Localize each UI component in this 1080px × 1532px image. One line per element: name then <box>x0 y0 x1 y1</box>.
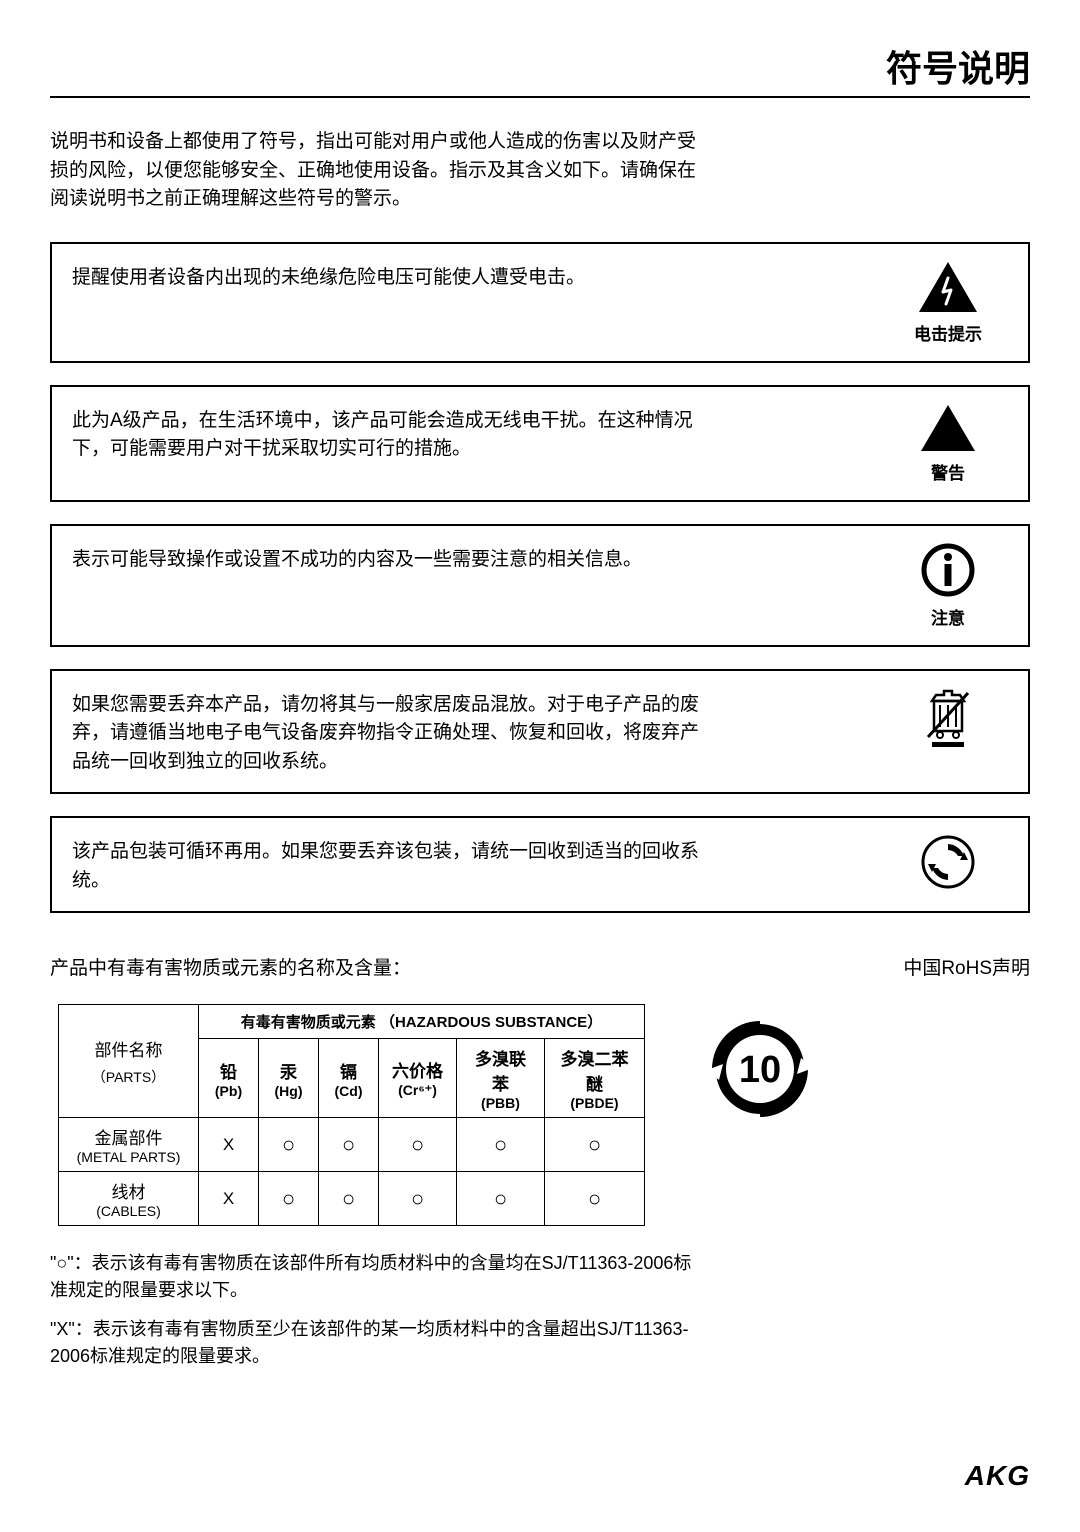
rohs-left-title: 产品中有毒有害物质或元素的名称及含量： <box>50 953 411 980</box>
rohs-10-icon: 10 <box>705 1014 815 1124</box>
table-row: 线材(CABLES) X ○ ○ ○ ○ ○ <box>59 1172 645 1226</box>
symbol-text: 该产品包装可循环再用。如果您要丢弃该包装，请统一回收到适当的回收系统。 <box>72 834 712 895</box>
rohs-cell: X <box>199 1118 259 1172</box>
symbol-box-shock: 提醒使用者设备内出现的未绝缘危险电压可能使人遭受电击。 电击提示 <box>50 242 1030 363</box>
symbol-label: 警告 <box>931 459 965 484</box>
symbol-label: 电击提示 <box>914 320 982 345</box>
page-header: 符号说明 <box>50 40 1030 98</box>
rohs-cell: ○ <box>259 1118 319 1172</box>
rohs-body: 部件名称 （PARTS） 有毒有害物质或元素 （HAZARDOUS SUBSTA… <box>50 1004 1030 1226</box>
rohs-col: 多溴二苯醚(PBDE) <box>545 1039 645 1118</box>
rohs-part-name: 金属部件(METAL PARTS) <box>59 1118 199 1172</box>
symbol-box-notice: 表示可能导致操作或设置不成功的内容及一些需要注意的相关信息。 注意 <box>50 524 1030 647</box>
rohs-col: 多溴联苯(PBB) <box>457 1039 545 1118</box>
rohs-parts-header: 部件名称 （PARTS） <box>59 1005 199 1118</box>
rohs-col: 铅(Pb) <box>199 1039 259 1118</box>
rohs-right-title: 中国RoHS声明 <box>903 953 1030 980</box>
symbol-text: 提醒使用者设备内出现的未绝缘危险电压可能使人遭受电击。 <box>72 260 585 293</box>
intro-text: 说明书和设备上都使用了符号，指出可能对用户或他人造成的伤害以及财产受损的风险，以… <box>50 128 700 214</box>
symbol-icon-wrap: 电击提示 <box>888 260 1008 345</box>
symbol-icon-wrap <box>888 687 1008 749</box>
weee-bin-icon <box>920 687 976 749</box>
info-circle-icon <box>920 542 976 598</box>
rohs-parts-header-en: （PARTS） <box>69 1067 188 1087</box>
rohs-note-x: "X"：表示该有毒有害物质至少在该部件的某一均质材料中的含量超出SJ/T1136… <box>50 1316 700 1370</box>
rohs-col: 镉(Cd) <box>319 1039 379 1118</box>
rohs-cell: ○ <box>319 1172 379 1226</box>
rohs-cell: ○ <box>457 1118 545 1172</box>
rohs-group-header: 有毒有害物质或元素 （HAZARDOUS SUBSTANCE） <box>199 1005 645 1039</box>
warning-triangle-icon <box>919 403 977 453</box>
rohs-col: 六价格(Cr⁶⁺) <box>379 1039 457 1118</box>
symbol-text: 如果您需要丢弃本产品，请勿将其与一般家居废品混放。对于电子产品的废弃，请遵循当地… <box>72 687 712 777</box>
rohs-cell: ○ <box>457 1172 545 1226</box>
symbol-icon-wrap <box>888 834 1008 890</box>
rohs-table-wrap: 部件名称 （PARTS） 有毒有害物质或元素 （HAZARDOUS SUBSTA… <box>50 1004 645 1226</box>
symbol-label: 注意 <box>931 604 965 629</box>
rohs-parts-header-zh: 部件名称 <box>69 1036 188 1061</box>
symbol-text: 此为A级产品，在生活环境中，该产品可能会造成无线电干扰。在这种情况下，可能需要用… <box>72 403 712 464</box>
rohs-cell: ○ <box>379 1172 457 1226</box>
symbol-icon-wrap: 警告 <box>888 403 1008 484</box>
rohs-cell: ○ <box>379 1118 457 1172</box>
brand-logo: AKG <box>965 1460 1030 1492</box>
rohs-cell: ○ <box>545 1118 645 1172</box>
shock-triangle-icon <box>917 260 979 314</box>
symbol-icon-wrap: 注意 <box>888 542 1008 629</box>
rohs-cell: ○ <box>259 1172 319 1226</box>
svg-text:10: 10 <box>739 1049 781 1091</box>
symbol-box-weee: 如果您需要丢弃本产品，请勿将其与一般家居废品混放。对于电子产品的废弃，请遵循当地… <box>50 669 1030 795</box>
rohs-cell: X <box>199 1172 259 1226</box>
rohs-note-circle: "○"：表示该有毒有害物质在该部件所有均质材料中的含量均在SJ/T11363-2… <box>50 1250 700 1304</box>
rohs-badge: 10 <box>705 1014 815 1129</box>
rohs-header-row: 产品中有毒有害物质或元素的名称及含量： 中国RoHS声明 <box>50 953 1030 980</box>
symbol-text: 表示可能导致操作或设置不成功的内容及一些需要注意的相关信息。 <box>72 542 642 575</box>
page-title: 符号说明 <box>50 40 1030 92</box>
rohs-col: 汞(Hg) <box>259 1039 319 1118</box>
rohs-table: 部件名称 （PARTS） 有毒有害物质或元素 （HAZARDOUS SUBSTA… <box>58 1004 645 1226</box>
symbol-box-recycle: 该产品包装可循环再用。如果您要丢弃该包装，请统一回收到适当的回收系统。 <box>50 816 1030 913</box>
rohs-section: 产品中有毒有害物质或元素的名称及含量： 中国RoHS声明 部件名称 （PARTS… <box>50 953 1030 1370</box>
symbol-box-warning: 此为A级产品，在生活环境中，该产品可能会造成无线电干扰。在这种情况下，可能需要用… <box>50 385 1030 502</box>
table-row: 金属部件(METAL PARTS) X ○ ○ ○ ○ ○ <box>59 1118 645 1172</box>
rohs-part-name: 线材(CABLES) <box>59 1172 199 1226</box>
rohs-cell: ○ <box>319 1118 379 1172</box>
rohs-notes: "○"：表示该有毒有害物质在该部件所有均质材料中的含量均在SJ/T11363-2… <box>50 1250 700 1370</box>
recycle-circle-icon <box>920 834 976 890</box>
rohs-cell: ○ <box>545 1172 645 1226</box>
